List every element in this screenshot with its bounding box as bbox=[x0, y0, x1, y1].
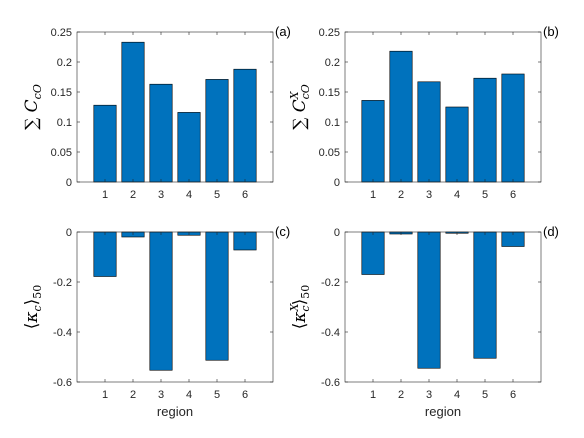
ytick-label: -0.6 bbox=[321, 377, 340, 389]
panel-3: -0.6 -0.4 -0.2 0 1 2 3 4 5 6 region (c) ⟨κc​⟩50 bbox=[22, 224, 290, 419]
ytick-label: 0.1 bbox=[57, 117, 72, 129]
bar-6 bbox=[501, 73, 525, 183]
xtick-label: 4 bbox=[454, 189, 460, 201]
ytick-label: 0 bbox=[66, 227, 72, 239]
xtick-label: 2 bbox=[398, 389, 404, 401]
ytick-label: 0.25 bbox=[319, 27, 340, 39]
ytick-label: -0.2 bbox=[321, 277, 340, 289]
ytick-label: 0 bbox=[334, 227, 340, 239]
panel-2: 0 0.05 0.1 0.15 0.2 0.25 1 2 3 4 5 6 (b) ∑ CXcO​ bbox=[288, 24, 559, 201]
axes-box bbox=[76, 31, 274, 183]
bar-3 bbox=[149, 83, 173, 183]
axes-box bbox=[344, 231, 542, 383]
panel-label: (c) bbox=[275, 224, 290, 239]
xtick-label: 3 bbox=[158, 389, 164, 401]
bar-5 bbox=[473, 77, 497, 183]
bar-3 bbox=[417, 81, 441, 183]
ytick-label: 0 bbox=[66, 177, 72, 189]
xtick-label: 6 bbox=[510, 389, 516, 401]
x-axis-label: region bbox=[425, 404, 461, 419]
xtick-label: 1 bbox=[370, 189, 376, 201]
ytick-label: 0.2 bbox=[57, 57, 72, 69]
bar-1 bbox=[93, 231, 117, 277]
xtick-label: 6 bbox=[510, 189, 516, 201]
panel-label: (d) bbox=[543, 224, 559, 239]
xtick-label: 5 bbox=[214, 389, 220, 401]
x-axis-label: region bbox=[157, 404, 193, 419]
y-axis-label: ∑ CcO​ bbox=[22, 84, 44, 130]
xtick-label: 1 bbox=[102, 189, 108, 201]
bar-5 bbox=[473, 231, 497, 359]
xtick-label: 5 bbox=[482, 189, 488, 201]
xtick-label: 4 bbox=[186, 389, 192, 401]
ytick-label: 0.05 bbox=[319, 147, 340, 159]
ytick-label: 0 bbox=[334, 177, 340, 189]
xtick-label: 1 bbox=[102, 389, 108, 401]
panel-label: (b) bbox=[543, 24, 559, 39]
bar-5 bbox=[205, 231, 229, 361]
xtick-label: 3 bbox=[158, 189, 164, 201]
panel-1: 0 0.05 0.1 0.15 0.2 0.25 1 2 3 4 5 6 (a) ∑ CcO​ bbox=[22, 24, 291, 201]
xtick-label: 2 bbox=[130, 389, 136, 401]
bar-1 bbox=[93, 104, 117, 183]
ytick-label: -0.2 bbox=[53, 277, 72, 289]
bar-1 bbox=[361, 231, 385, 275]
bar-3 bbox=[417, 231, 441, 369]
bar-4 bbox=[177, 112, 201, 183]
bar-4 bbox=[445, 106, 469, 183]
ytick-label: -0.4 bbox=[53, 327, 72, 339]
xtick-label: 4 bbox=[454, 389, 460, 401]
y-axis-label: ⟨κc​⟩50 bbox=[22, 285, 44, 330]
xtick-label: 6 bbox=[242, 389, 248, 401]
ytick-label: 0.25 bbox=[51, 27, 72, 39]
xtick-label: 2 bbox=[130, 189, 136, 201]
xtick-label: 6 bbox=[242, 189, 248, 201]
xtick-label: 2 bbox=[398, 189, 404, 201]
panel-label: (a) bbox=[275, 24, 291, 39]
panel-4: -0.6 -0.4 -0.2 0 1 2 3 4 5 6 region (d) ⟨κXc​⟩50 bbox=[288, 224, 559, 419]
xtick-label: 4 bbox=[186, 189, 192, 201]
ytick-label: 0.15 bbox=[51, 87, 72, 99]
bar-1 bbox=[361, 100, 385, 183]
xtick-label: 5 bbox=[214, 189, 220, 201]
bar-3 bbox=[149, 231, 173, 371]
ytick-label: -0.4 bbox=[321, 327, 340, 339]
xtick-label: 5 bbox=[482, 389, 488, 401]
ytick-label: 0.15 bbox=[319, 87, 340, 99]
bar-2 bbox=[389, 50, 413, 183]
y-axis-label: ∑ CXcO​ bbox=[288, 84, 312, 130]
xtick-label: 1 bbox=[370, 389, 376, 401]
ytick-label: 0.2 bbox=[325, 57, 340, 69]
ytick-label: 0.1 bbox=[325, 117, 340, 129]
bar-5 bbox=[205, 79, 229, 183]
bar-6 bbox=[233, 68, 257, 183]
axes-box bbox=[76, 231, 274, 383]
axes-box bbox=[344, 31, 542, 183]
ytick-label: -0.6 bbox=[53, 377, 72, 389]
bar-2 bbox=[121, 41, 145, 183]
xtick-label: 3 bbox=[426, 389, 432, 401]
y-axis-label: ⟨κXc​⟩50 bbox=[288, 285, 312, 329]
xtick-label: 3 bbox=[426, 189, 432, 201]
ytick-label: 0.05 bbox=[51, 147, 72, 159]
